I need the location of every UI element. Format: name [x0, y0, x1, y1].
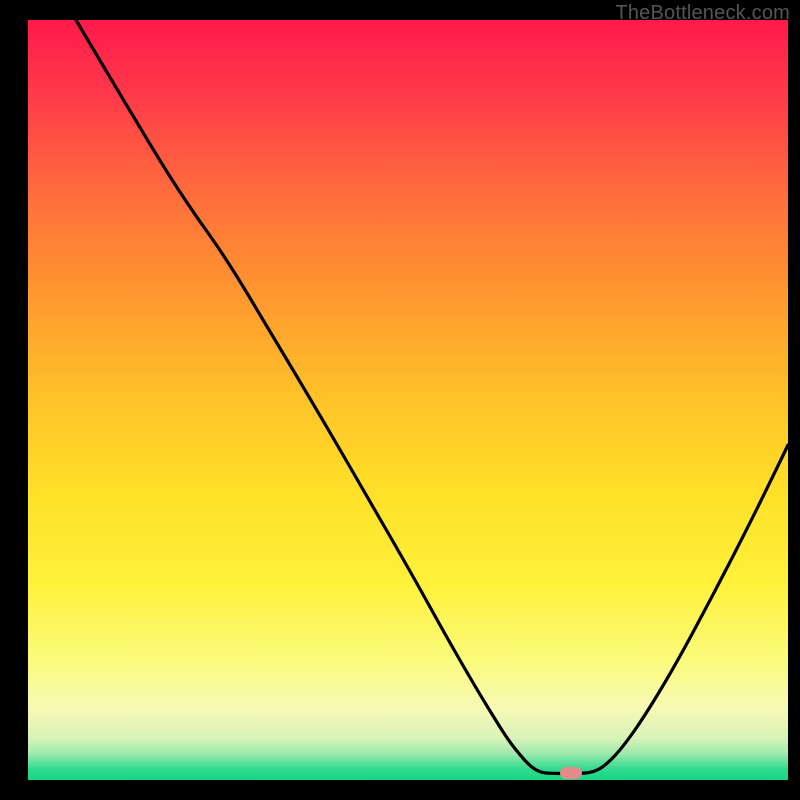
optimal-marker [560, 767, 582, 779]
watermark-text: TheBottleneck.com [615, 2, 790, 25]
chart-frame: TheBottleneck.com [0, 0, 800, 800]
bottleneck-curve [28, 20, 788, 780]
plot-area [28, 20, 788, 780]
